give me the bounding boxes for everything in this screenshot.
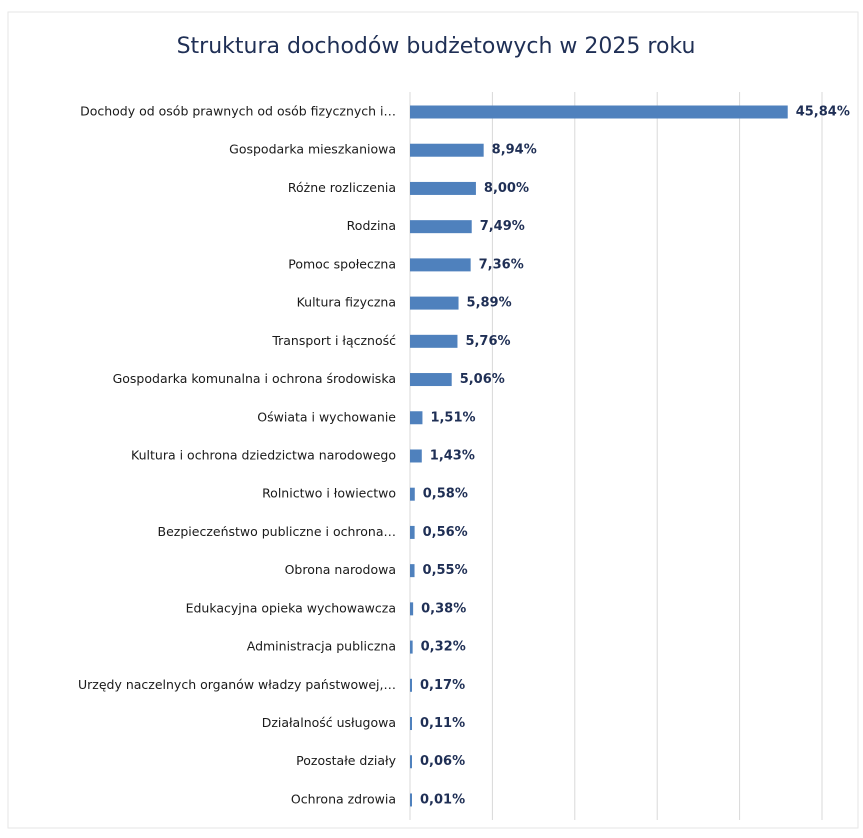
data-label: 5,06% bbox=[460, 372, 505, 387]
bar bbox=[410, 602, 414, 616]
data-label: 1,51% bbox=[430, 410, 475, 425]
y-tick-label: Działalność usługowa bbox=[262, 715, 396, 730]
data-label: 0,06% bbox=[420, 754, 465, 769]
bar bbox=[410, 143, 484, 157]
y-tick-label: Edukacyjna opieka wychowawcza bbox=[186, 600, 396, 615]
data-label: 5,89% bbox=[467, 296, 512, 311]
data-label: 8,00% bbox=[484, 181, 529, 196]
y-tick-label: Gospodarka komunalna i ochrona środowisk… bbox=[113, 371, 396, 386]
bar bbox=[410, 640, 413, 654]
y-tick-label: Rodzina bbox=[347, 218, 396, 233]
y-tick-label: Kultura fizyczna bbox=[297, 295, 396, 310]
bar bbox=[410, 373, 452, 387]
data-label: 0,11% bbox=[420, 716, 465, 731]
y-tick-label: Oświata i wychowanie bbox=[257, 409, 396, 424]
bar bbox=[410, 678, 412, 692]
data-label: 0,38% bbox=[421, 601, 466, 616]
bar bbox=[410, 793, 412, 807]
bar bbox=[410, 487, 415, 501]
y-tick-label: Administracja publiczna bbox=[247, 639, 396, 654]
bar bbox=[410, 564, 415, 578]
data-label: 0,56% bbox=[423, 525, 468, 540]
bar bbox=[410, 181, 476, 195]
data-label: 1,43% bbox=[430, 448, 475, 463]
y-tick-label: Różne rozliczenia bbox=[288, 180, 396, 195]
data-label: 0,32% bbox=[421, 640, 466, 655]
bar bbox=[410, 105, 788, 119]
bar bbox=[410, 334, 458, 348]
y-tick-label: Dochody od osób prawnych od osób fizyczn… bbox=[80, 104, 396, 119]
data-label: 5,76% bbox=[465, 334, 510, 349]
data-label: 0,58% bbox=[423, 487, 468, 502]
bar bbox=[410, 296, 459, 310]
data-label: 0,17% bbox=[420, 678, 465, 693]
chart-title: Struktura dochodów budżetowych w 2025 ro… bbox=[177, 34, 696, 59]
bar bbox=[410, 220, 472, 234]
y-tick-label: Kultura i ochrona dziedzictwa narodowego bbox=[131, 447, 396, 462]
y-tick-label: Gospodarka mieszkaniowa bbox=[229, 142, 396, 157]
data-label: 0,55% bbox=[423, 563, 468, 578]
bar bbox=[410, 717, 412, 731]
bar bbox=[410, 411, 423, 425]
y-tick-label: Pomoc społeczna bbox=[288, 256, 396, 271]
data-label: 8,94% bbox=[492, 143, 537, 158]
y-tick-label: Bezpieczeństwo publiczne i ochrona… bbox=[158, 524, 396, 539]
y-tick-label: Transport i łączność bbox=[271, 333, 396, 348]
data-label: 7,36% bbox=[479, 257, 524, 272]
y-tick-label: Obrona narodowa bbox=[285, 562, 396, 577]
y-tick-label: Urzędy naczelnych organów władzy państwo… bbox=[78, 677, 396, 692]
bar bbox=[410, 258, 471, 272]
bar bbox=[410, 449, 422, 463]
y-tick-label: Rolnictwo i łowiectwo bbox=[262, 486, 396, 501]
bar bbox=[410, 755, 412, 769]
y-tick-label: Ochrona zdrowia bbox=[291, 791, 396, 806]
data-label: 7,49% bbox=[480, 219, 525, 234]
y-tick-label: Pozostałe działy bbox=[296, 753, 396, 768]
bar bbox=[410, 525, 415, 539]
data-label: 45,84% bbox=[796, 105, 850, 120]
data-label: 0,01% bbox=[420, 792, 465, 807]
